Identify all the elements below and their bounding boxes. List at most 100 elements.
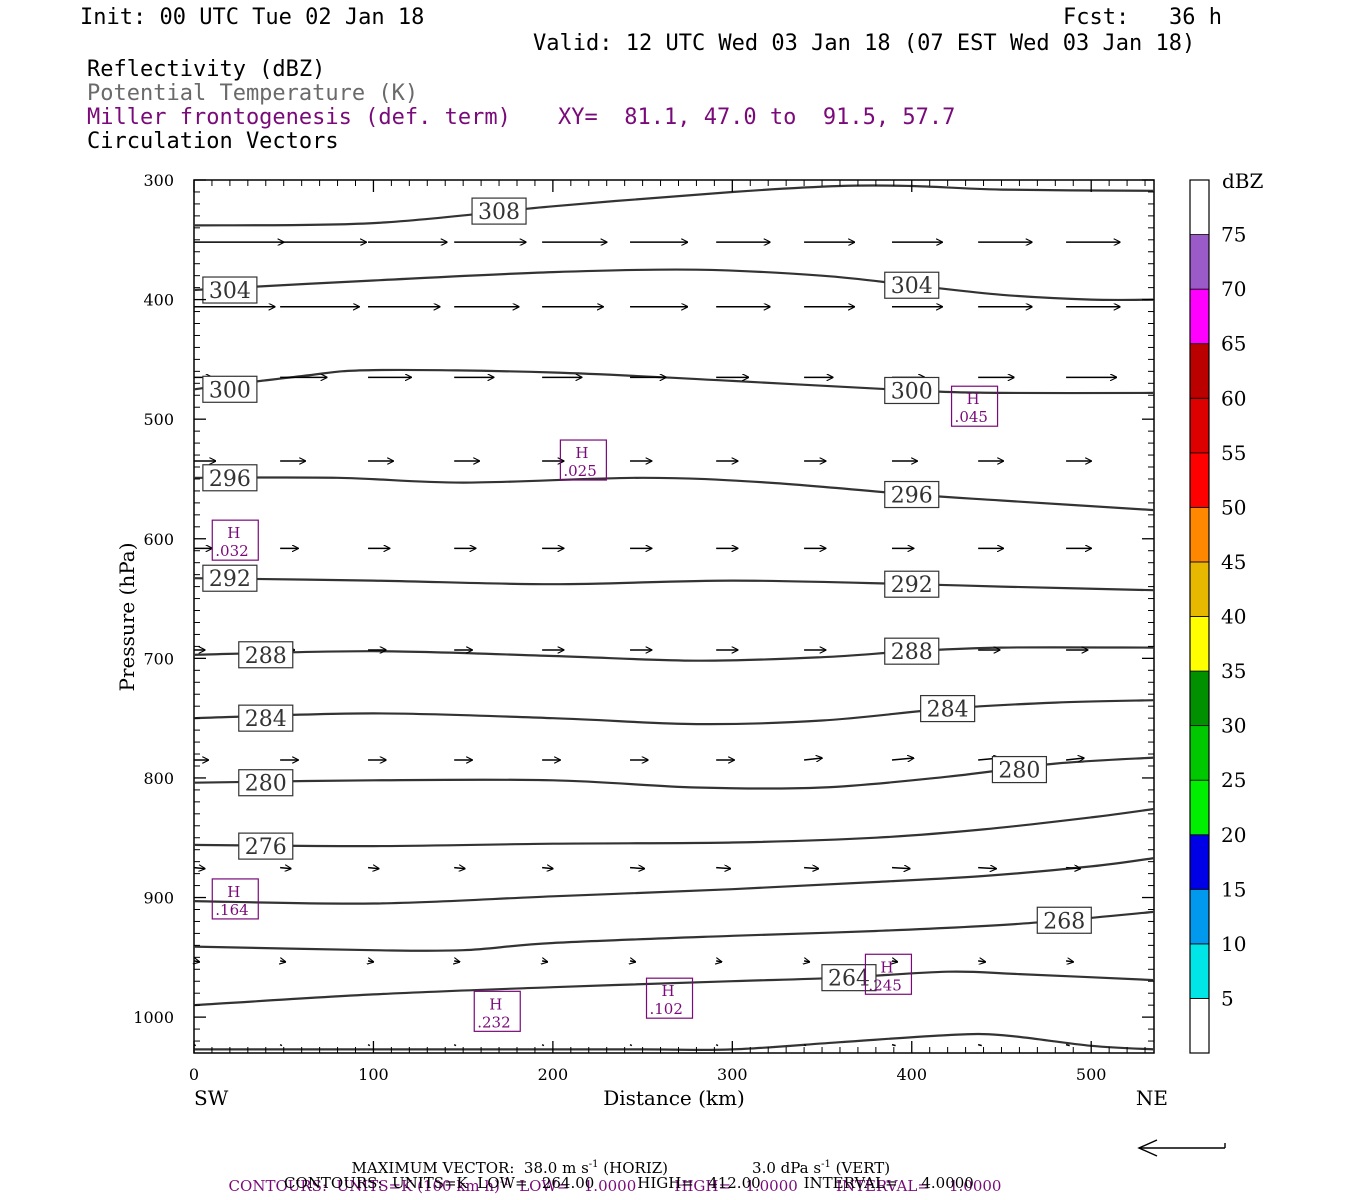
frontogenesis-max-box <box>211 878 259 920</box>
frontogenesis-max-box <box>950 385 999 427</box>
circulation-vector <box>978 961 985 962</box>
colorbar-level-label: 50 <box>1221 495 1246 519</box>
circulation-vector <box>193 868 205 869</box>
isentrope-label-box <box>471 197 527 225</box>
field-circulation-vectors: Circulation Vectors <box>87 129 339 154</box>
colorbar-segment <box>1189 452 1210 508</box>
x-axis-label: Distance (km) <box>603 1086 745 1110</box>
isentrope-label-box <box>1036 906 1092 934</box>
isentrope-label-box <box>884 570 940 598</box>
frontogenesis-max-symbol: H <box>967 390 980 408</box>
isentrope-label: 288 <box>245 644 287 669</box>
colorbar-level-label: 40 <box>1221 605 1246 629</box>
footer-horiz-label: (HORIZ) <box>598 1159 669 1177</box>
circulation-vector <box>891 868 910 869</box>
isentrope-272 <box>193 857 1155 905</box>
isentrope-label-box <box>821 964 877 992</box>
circulation-vector <box>1065 961 1073 962</box>
circulation-vector <box>977 1043 982 1047</box>
footer-max-vector-vert: 3.0 dPa s <box>752 1159 822 1177</box>
isentrope-surface <box>194 1032 1155 1052</box>
circulation-vector <box>978 868 996 869</box>
colorbar-segment <box>1189 834 1210 890</box>
circulation-vector <box>715 1043 719 1047</box>
isentrope-label-layer: 308 304 304 300 300 296 296 292 292 288 288 284 284 2… <box>202 197 1092 992</box>
isentrope-label-box <box>238 832 294 860</box>
valid-time: Valid: 12 UTC Wed 03 Jan 18 (07 EST Wed … <box>533 31 1196 56</box>
frontogenesis-max-symbol: H <box>489 995 502 1013</box>
colorbar-level-label: 70 <box>1221 277 1246 301</box>
footer-fronto-units: CONTOURS: UNITS=K (100 km h) <box>228 1177 500 1195</box>
isentrope-label-box <box>202 564 258 592</box>
isentrope-308 <box>193 184 1155 227</box>
isentrope-284 <box>193 699 1155 726</box>
isentrope-label: 296 <box>891 484 933 509</box>
colorbar-segment <box>1189 616 1210 672</box>
colorbar-segment <box>1189 943 1210 999</box>
axis-tick-layer: 300 400 500 600 700 800 900 1000 0 100 200 300 400 50… <box>133 171 1154 1084</box>
frontogenesis-max-box <box>473 990 521 1032</box>
frontogenesis-max-symbol: H <box>227 524 240 542</box>
isentrope-292 <box>193 577 1155 592</box>
y-tick-label: 800 <box>143 769 174 788</box>
isentrope-label-box <box>238 769 294 797</box>
colorbar-level-label: 5 <box>1221 986 1234 1010</box>
isentrope-268 <box>193 910 1155 952</box>
circulation-vector <box>1065 758 1084 760</box>
isentrope-label-box <box>202 464 258 492</box>
colorbar-segment <box>1189 998 1210 1054</box>
field-potential-temperature: Potential Temperature (K) <box>87 81 419 106</box>
footer-vert-label: (VERT) <box>830 1159 891 1177</box>
x-tick-label: 400 <box>896 1065 927 1084</box>
circulation-vector <box>892 961 897 962</box>
isentrope-label-box <box>884 271 940 299</box>
field-frontogenesis: Miller frontogenesis (def. term) <box>87 105 511 130</box>
plot-frame <box>193 179 1155 1054</box>
isentrope-label: 296 <box>209 467 251 492</box>
y-tick-label: 900 <box>143 889 174 908</box>
isentrope-288 <box>193 646 1155 662</box>
circulation-vector <box>280 868 291 869</box>
frontogenesis-max-value: .025 <box>563 462 596 480</box>
isentrope-label-box <box>884 637 940 665</box>
isentrope-label: 304 <box>891 274 933 299</box>
frontogenesis-max-value: .245 <box>868 976 901 994</box>
isentrope-276 <box>193 807 1155 848</box>
footer-frontogenesis-contours: CONTOURS: UNITS=K (100 km h) -1 LOW= 1.00… <box>219 1157 1002 1195</box>
forecast-hour: Fcst: 36 h <box>1063 5 1222 30</box>
colorbar-frame <box>1189 179 1210 1054</box>
isentrope-label: 300 <box>891 379 933 404</box>
frontogenesis-max-value: .032 <box>215 542 248 560</box>
footer-max-vector-horiz: MAXIMUM VECTOR: 38.0 m s <box>351 1159 589 1177</box>
colorbar-level-label: 30 <box>1221 714 1246 738</box>
isentrope-label: 268 <box>1043 909 1085 934</box>
colorbar-segment <box>1189 343 1210 399</box>
colorbar-level-label: 25 <box>1221 768 1246 792</box>
circulation-vector <box>367 868 379 869</box>
isentrope-label: 288 <box>891 640 933 665</box>
circulation-vector <box>368 961 373 962</box>
footer-unit-exponent: -1 <box>588 1159 599 1170</box>
colorbar-segment <box>1189 725 1210 781</box>
circulation-vector <box>891 758 914 760</box>
circulation-vector <box>1065 1043 1070 1047</box>
y-tick-label: 1000 <box>133 1008 174 1027</box>
x-endpoint-right: NE <box>1136 1086 1168 1110</box>
colorbar-segment <box>1189 888 1210 945</box>
frontogenesis-max-symbol: H <box>227 883 240 901</box>
circulation-vector <box>454 868 465 869</box>
circulation-vector <box>1066 868 1080 869</box>
y-tick-label: 700 <box>143 649 174 668</box>
circulation-vector <box>279 1043 283 1047</box>
frontogenesis-max-value: .164 <box>215 901 248 919</box>
footer-theta-contours: CONTOURS: UNITS=K LOW= 264.00 HIGH= 412.… <box>284 1174 974 1192</box>
colorbar-level-label: 20 <box>1221 823 1246 847</box>
circulation-vector <box>280 961 285 962</box>
frontogenesis-max-value: .045 <box>955 408 988 426</box>
footer-unit-exponent-vert: -1 <box>821 1159 831 1170</box>
isentrope-label-box <box>238 704 294 732</box>
footer-fronto-range: LOW= 1.0000 HIGH= 1.0000 INTERVAL= 1.000… <box>509 1177 1002 1195</box>
colorbar-level-label: 10 <box>1221 932 1246 956</box>
circulation-vector <box>367 1043 371 1047</box>
